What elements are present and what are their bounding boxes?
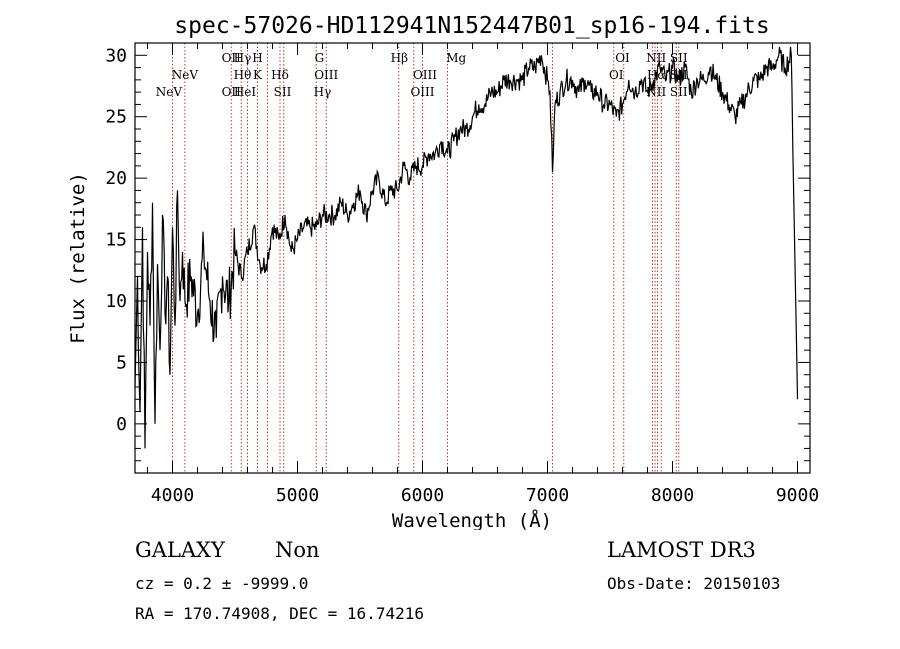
emission-line-label: OIII xyxy=(314,68,338,82)
emission-line-label: SII xyxy=(274,85,292,99)
object-class: GALAXY xyxy=(135,538,225,562)
emission-line-label: NII xyxy=(646,51,666,65)
emission-line-label: Hγ xyxy=(234,51,252,65)
redshift-cz: cz = 0.2 ± -9999.0 xyxy=(135,574,309,593)
emission-line-label: H xyxy=(252,51,262,65)
observation-date: Obs-Date: 20150103 xyxy=(607,574,781,593)
emission-line-label: OIII xyxy=(410,85,434,99)
emission-line-label: NeV xyxy=(156,85,183,99)
emission-line-label: OII xyxy=(222,51,242,65)
emission-line-label: NeV xyxy=(172,68,199,82)
spectrum-chart: spec-57026-HD112941N152447B01_sp16-194.f… xyxy=(67,13,819,530)
x-tick-label: 5000 xyxy=(276,485,319,506)
emission-line-label: OIII xyxy=(413,68,437,82)
emission-line-label: OI xyxy=(609,68,624,82)
ra-dec-coordinates: RA = 170.74908, DEC = 16.74216 xyxy=(135,604,424,623)
y-axis-label: Flux (relative) xyxy=(67,172,89,344)
chart-title: spec-57026-HD112941N152447B01_sp16-194.f… xyxy=(174,13,769,39)
y-tick-label: 25 xyxy=(105,107,127,128)
emission-line-label: HeI xyxy=(234,85,257,99)
emission-line-label: SII xyxy=(670,85,688,99)
emission-line-label: Hβ xyxy=(391,51,408,65)
plot-frame xyxy=(134,42,811,474)
x-axis-label: Wavelength (Å) xyxy=(392,509,552,530)
y-tick-label: 15 xyxy=(105,230,127,251)
y-tick-label: 5 xyxy=(116,352,127,373)
emission-line-label: G xyxy=(315,51,325,65)
y-tick-label: 0 xyxy=(116,414,127,435)
object-subclass: Non xyxy=(275,538,320,562)
emission-line-label: Hδ xyxy=(271,68,289,82)
survey-name: LAMOST DR3 xyxy=(607,538,756,562)
y-tick-label: 20 xyxy=(105,168,127,189)
x-tick-label: 6000 xyxy=(401,485,444,506)
x-tick-label: 8000 xyxy=(651,485,694,506)
spectrum-line xyxy=(134,46,799,449)
emission-line-label: Hγ xyxy=(314,85,332,99)
x-tick-label: 4000 xyxy=(151,485,194,506)
emission-line-label: K xyxy=(253,68,263,82)
x-tick-label: 7000 xyxy=(526,485,569,506)
emission-line-label: OII xyxy=(222,85,242,99)
emission-line-label: Mg xyxy=(446,51,466,65)
x-tick-label: 9000 xyxy=(776,485,819,506)
emission-line-label: Hθ xyxy=(234,68,252,82)
emission-line-label: OI xyxy=(615,51,630,65)
y-tick-label: 30 xyxy=(105,45,127,66)
y-tick-label: 10 xyxy=(105,291,127,312)
